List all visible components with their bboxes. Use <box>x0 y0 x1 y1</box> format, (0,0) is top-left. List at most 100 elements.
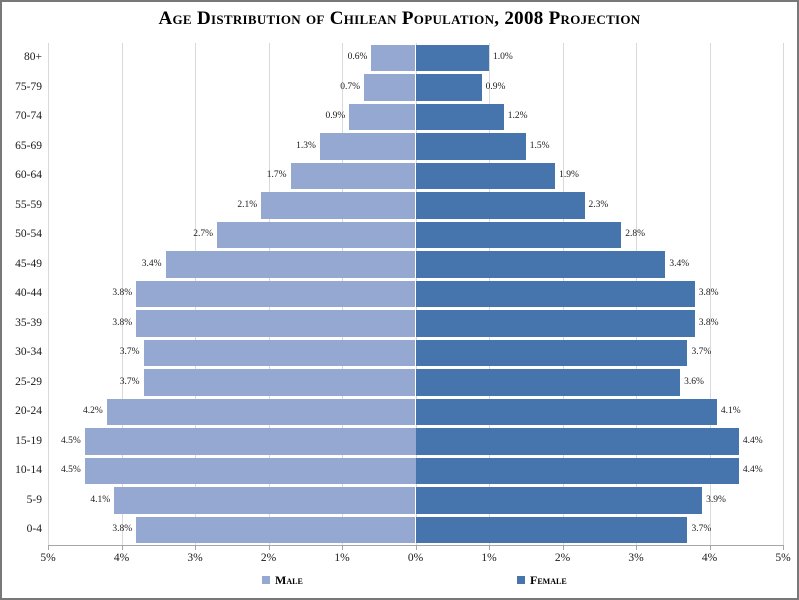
male-bar <box>261 192 416 219</box>
female-bar-label: 2.8% <box>625 229 646 240</box>
male-bar-label: 0.9% <box>325 111 346 122</box>
female-bar <box>415 398 717 426</box>
x-axis-tick <box>48 545 49 550</box>
x-axis-tick-label: 0% <box>407 552 424 564</box>
female-bar <box>415 192 585 219</box>
female-bar <box>415 369 681 396</box>
female-bar-label: 3.9% <box>706 494 726 505</box>
x-axis-tick-label: 5% <box>40 552 56 564</box>
male-bar <box>364 74 416 101</box>
female-bar-label: 3.4% <box>669 258 690 269</box>
male-bar <box>319 133 416 160</box>
male-bar-label: 3.8% <box>112 288 133 299</box>
female-bar-label: 3.7% <box>691 524 712 535</box>
male-bar <box>84 428 416 455</box>
female-bar-label: 4.4% <box>742 435 763 446</box>
female-bar <box>415 103 504 131</box>
age-axis-label: 75-79 <box>15 80 42 93</box>
x-axis-tick <box>195 545 196 550</box>
legend-entry-female: Female <box>517 573 567 587</box>
male-bar-label: 2.7% <box>193 229 214 240</box>
male-bar <box>84 457 416 485</box>
male-bar-label: 4.5% <box>60 435 81 446</box>
female-bar-label: 3.7% <box>691 347 712 358</box>
chart-title: Age Distribution of Chilean Population, … <box>158 8 641 29</box>
x-axis-tick-label: 2% <box>260 552 277 564</box>
age-axis-label: 20-24 <box>15 405 42 418</box>
male-bar <box>136 516 416 544</box>
x-axis-tick <box>415 545 417 550</box>
male-bar <box>290 162 416 190</box>
male-legend-swatch-icon <box>262 576 270 584</box>
male-bar-label: 3.4% <box>141 258 162 269</box>
female-bar-label: 0.9% <box>485 81 506 92</box>
x-axis-tick-label: 1% <box>481 552 497 564</box>
age-axis-label: 80+ <box>24 51 42 63</box>
x-axis-tick-label: 3% <box>187 552 203 564</box>
x-axis-tick-label: 2% <box>554 552 571 564</box>
age-axis-label: 15-19 <box>15 434 42 447</box>
female-bar <box>415 457 739 485</box>
x-axis-tick <box>636 545 637 550</box>
gridline <box>48 43 49 545</box>
age-axis-label: 70-74 <box>15 110 42 123</box>
gridline <box>709 43 711 545</box>
x-axis-tick <box>562 545 564 550</box>
female-bar-label: 1.5% <box>529 140 550 151</box>
x-axis-tick-label: 4% <box>701 552 718 564</box>
female-bar <box>415 162 556 190</box>
gridline <box>783 43 784 545</box>
male-bar <box>136 280 416 308</box>
male-bar-label: 4.5% <box>60 465 81 476</box>
male-bar-label: 4.1% <box>90 494 111 505</box>
female-bar <box>415 516 688 544</box>
male-bar <box>371 44 416 72</box>
female-bar <box>415 428 739 455</box>
male-bar-label: 3.8% <box>112 524 133 535</box>
male-bar <box>143 339 416 367</box>
female-bar-label: 2.3% <box>588 199 609 210</box>
female-bar <box>415 251 666 278</box>
female-legend-swatch-icon <box>517 576 525 584</box>
legend-entry-male: Male <box>262 573 303 587</box>
female-bar-label: 1.2% <box>507 111 528 122</box>
male-bar <box>217 221 416 249</box>
female-bar <box>415 310 695 337</box>
male-bar-label: 1.7% <box>266 170 287 181</box>
age-axis-label: 35-39 <box>15 316 42 329</box>
female-bar <box>415 221 622 249</box>
female-bar-label: 4.4% <box>742 465 763 476</box>
male-bar-label: 0.7% <box>340 81 361 92</box>
female-legend-label: Female <box>530 572 567 587</box>
x-axis-tick-label: 5% <box>775 552 791 564</box>
age-axis-label: 65-69 <box>15 139 42 152</box>
female-bar-label: 1.9% <box>559 170 579 181</box>
age-axis-label: 45-49 <box>15 257 42 270</box>
male-bar <box>165 251 416 278</box>
age-axis-label: 40-44 <box>15 287 42 300</box>
x-axis-tick-label: 1% <box>334 552 350 564</box>
x-axis-tick <box>783 545 784 550</box>
male-bar <box>143 369 416 396</box>
age-axis-label: 25-29 <box>15 375 42 388</box>
male-bar-label: 3.8% <box>112 317 133 328</box>
female-bar-label: 1.0% <box>493 52 513 62</box>
male-bar-label: 1.3% <box>296 140 316 151</box>
female-bar-label: 4.1% <box>720 406 741 417</box>
x-axis-tick <box>489 545 490 550</box>
male-bar-label: 2.1% <box>237 199 258 210</box>
age-axis-label: 55-59 <box>15 198 42 211</box>
female-bar-label: 3.6% <box>684 376 704 387</box>
x-axis-tick <box>342 545 343 550</box>
female-bar-label: 3.8% <box>698 317 719 328</box>
female-bar <box>415 44 489 72</box>
male-bar-label: 0.6% <box>347 52 368 62</box>
male-bar <box>106 398 416 426</box>
gridline <box>121 43 123 545</box>
male-bar <box>136 310 416 337</box>
female-bar <box>415 339 688 367</box>
female-bar <box>415 487 703 514</box>
female-bar <box>415 133 526 160</box>
x-axis-tick <box>121 545 123 550</box>
